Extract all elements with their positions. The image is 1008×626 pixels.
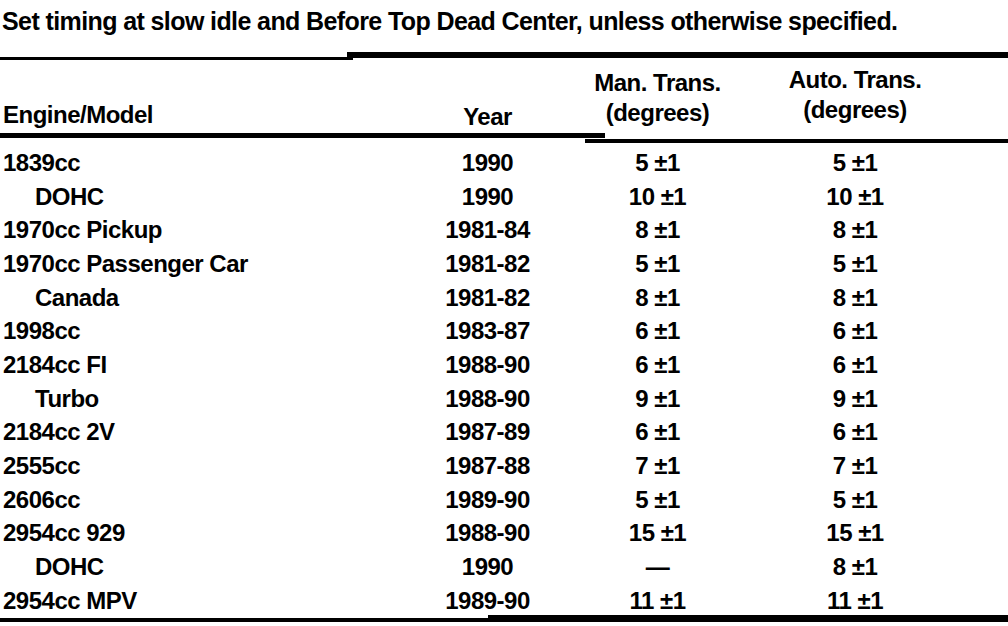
auto-trans-cell: 8 ±1 bbox=[760, 284, 950, 312]
table-row: 2184cc 2V1987-896 ±16 ±1 bbox=[0, 416, 1008, 450]
auto-trans-cell: 15 ±1 bbox=[760, 519, 950, 547]
man-trans-cell: 5 ±1 bbox=[555, 486, 760, 514]
man-trans-cell: 10 ±1 bbox=[555, 183, 760, 211]
auto-trans-cell: 6 ±1 bbox=[760, 351, 950, 379]
engine-model-cell: 2954cc 929 bbox=[0, 519, 420, 547]
timing-note: Set timing at slow idle and Before Top D… bbox=[2, 7, 1002, 36]
table-top-rule-left bbox=[0, 57, 353, 60]
table-row: 1970cc Pickup1981-848 ±18 ±1 bbox=[0, 213, 1008, 247]
auto-trans-cell: 8 ±1 bbox=[760, 553, 950, 581]
engine-model-cell: 1839cc bbox=[0, 149, 420, 177]
man-trans-cell: 7 ±1 bbox=[555, 452, 760, 480]
table-row: 1839cc19905 ±15 ±1 bbox=[0, 146, 1008, 180]
table-row: 2606cc1989-905 ±15 ±1 bbox=[0, 483, 1008, 517]
table-row: DOHC199010 ±110 ±1 bbox=[0, 180, 1008, 214]
man-trans-cell: 9 ±1 bbox=[555, 385, 760, 413]
column-header-engine-model: Engine/Model bbox=[3, 100, 153, 130]
spec-table-body: 1839cc19905 ±15 ±1DOHC199010 ±110 ±11970… bbox=[0, 146, 1008, 618]
column-header-man-trans-line2: (degrees) bbox=[555, 98, 760, 128]
year-cell: 1981-84 bbox=[420, 216, 555, 244]
table-row: 2954cc MPV1989-9011 ±111 ±1 bbox=[0, 584, 1008, 618]
column-header-auto-trans: Auto. Trans. (degrees) bbox=[760, 65, 950, 125]
year-cell: 1989-90 bbox=[420, 587, 555, 615]
engine-model-cell: 1970cc Pickup bbox=[0, 216, 420, 244]
engine-model-cell: 1998cc bbox=[0, 317, 420, 345]
auto-trans-cell: 10 ±1 bbox=[760, 183, 950, 211]
engine-model-cell: 2954cc MPV bbox=[0, 587, 420, 615]
man-trans-cell: 5 ±1 bbox=[555, 149, 760, 177]
year-cell: 1990 bbox=[420, 183, 555, 211]
man-trans-cell: — bbox=[555, 553, 760, 581]
header-separator-rule-right bbox=[585, 139, 1008, 143]
year-cell: 1990 bbox=[420, 149, 555, 177]
man-trans-cell: 15 ±1 bbox=[555, 519, 760, 547]
column-header-man-trans: Man. Trans. (degrees) bbox=[555, 68, 760, 128]
table-top-rule-right bbox=[347, 52, 1008, 58]
year-cell: 1990 bbox=[420, 553, 555, 581]
man-trans-cell: 6 ±1 bbox=[555, 317, 760, 345]
table-row: 2954cc 9291988-9015 ±115 ±1 bbox=[0, 517, 1008, 551]
man-trans-cell: 8 ±1 bbox=[555, 216, 760, 244]
man-trans-cell: 6 ±1 bbox=[555, 351, 760, 379]
year-cell: 1989-90 bbox=[420, 486, 555, 514]
auto-trans-cell: 6 ±1 bbox=[760, 418, 950, 446]
man-trans-cell: 8 ±1 bbox=[555, 284, 760, 312]
year-cell: 1987-88 bbox=[420, 452, 555, 480]
engine-model-cell: Turbo bbox=[0, 385, 420, 413]
column-header-auto-trans-line1: Auto. Trans. bbox=[760, 65, 950, 95]
auto-trans-cell: 8 ±1 bbox=[760, 216, 950, 244]
year-cell: 1981-82 bbox=[420, 250, 555, 278]
year-cell: 1987-89 bbox=[420, 418, 555, 446]
engine-model-cell: Canada bbox=[0, 284, 420, 312]
table-bottom-rule-left bbox=[0, 618, 500, 622]
table-row: Turbo1988-909 ±19 ±1 bbox=[0, 382, 1008, 416]
auto-trans-cell: 7 ±1 bbox=[760, 452, 950, 480]
year-cell: 1988-90 bbox=[420, 351, 555, 379]
engine-model-cell: 2184cc FI bbox=[0, 351, 420, 379]
man-trans-cell: 11 ±1 bbox=[555, 587, 760, 615]
auto-trans-cell: 5 ±1 bbox=[760, 250, 950, 278]
engine-model-cell: 2606cc bbox=[0, 486, 420, 514]
auto-trans-cell: 5 ±1 bbox=[760, 486, 950, 514]
auto-trans-cell: 11 ±1 bbox=[760, 587, 950, 615]
engine-model-cell: 1970cc Passenger Car bbox=[0, 250, 420, 278]
header-separator-rule-left bbox=[0, 133, 605, 138]
scanned-spec-page: Set timing at slow idle and Before Top D… bbox=[0, 0, 1008, 626]
table-row: DOHC1990—8 ±1 bbox=[0, 550, 1008, 584]
column-header-year: Year bbox=[420, 102, 555, 132]
auto-trans-cell: 6 ±1 bbox=[760, 317, 950, 345]
engine-model-cell: 2184cc 2V bbox=[0, 418, 420, 446]
table-row: 1970cc Passenger Car1981-825 ±15 ±1 bbox=[0, 247, 1008, 281]
engine-model-cell: DOHC bbox=[0, 553, 420, 581]
table-row: Canada1981-828 ±18 ±1 bbox=[0, 281, 1008, 315]
engine-model-cell: DOHC bbox=[0, 183, 420, 211]
table-row: 1998cc1983-876 ±16 ±1 bbox=[0, 314, 1008, 348]
year-cell: 1981-82 bbox=[420, 284, 555, 312]
auto-trans-cell: 5 ±1 bbox=[760, 149, 950, 177]
table-row: 2184cc FI1988-906 ±16 ±1 bbox=[0, 348, 1008, 382]
year-cell: 1988-90 bbox=[420, 519, 555, 547]
auto-trans-cell: 9 ±1 bbox=[760, 385, 950, 413]
engine-model-cell: 2555cc bbox=[0, 452, 420, 480]
column-header-auto-trans-line2: (degrees) bbox=[760, 95, 950, 125]
year-cell: 1988-90 bbox=[420, 385, 555, 413]
year-cell: 1983-87 bbox=[420, 317, 555, 345]
column-header-man-trans-line1: Man. Trans. bbox=[555, 68, 760, 98]
man-trans-cell: 6 ±1 bbox=[555, 418, 760, 446]
man-trans-cell: 5 ±1 bbox=[555, 250, 760, 278]
table-row: 2555cc1987-887 ±17 ±1 bbox=[0, 449, 1008, 483]
table-bottom-rule-right bbox=[488, 615, 1008, 622]
